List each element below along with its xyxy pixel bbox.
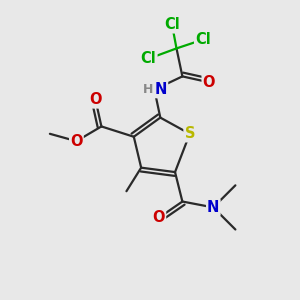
Text: H: H: [143, 83, 153, 96]
Text: Cl: Cl: [195, 32, 211, 47]
Text: O: O: [89, 92, 102, 107]
Text: Cl: Cl: [164, 17, 180, 32]
Text: N: N: [155, 82, 167, 97]
Text: O: O: [202, 75, 215, 90]
Text: Cl: Cl: [141, 51, 156, 66]
Text: N: N: [207, 200, 220, 215]
Text: O: O: [70, 134, 82, 149]
Text: O: O: [153, 210, 165, 225]
Text: S: S: [184, 126, 195, 141]
